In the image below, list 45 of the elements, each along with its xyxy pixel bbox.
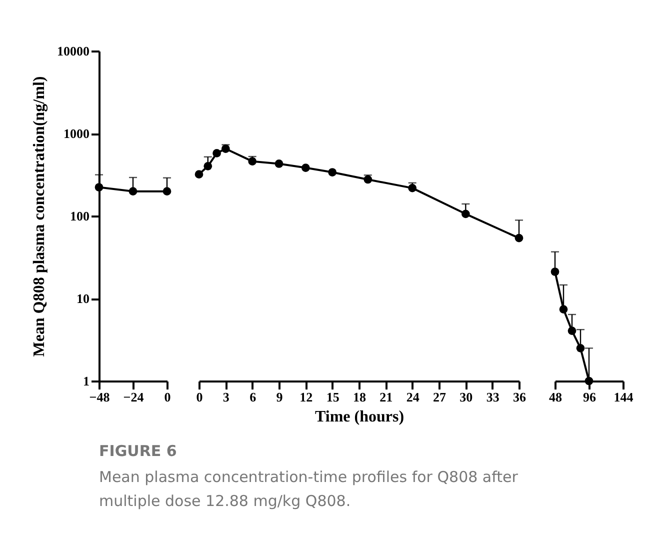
x-tick-label: 24 [406, 390, 420, 404]
point [408, 184, 417, 192]
text: Mean plasma concentration-time profiles for Q808 after multiple dose 12.88 mg/kg Q808. [99, 468, 519, 510]
x-tick-label: 96 [583, 390, 596, 404]
x-tick-label: 3 [222, 390, 230, 404]
point [212, 149, 221, 158]
x-tick-label: 36 [513, 390, 526, 404]
point [559, 305, 568, 314]
y-tick-label: 1 [83, 374, 90, 388]
caption: FIGURE 6 [99, 442, 177, 460]
point [221, 144, 230, 153]
x-tick-label: 0 [164, 390, 171, 404]
point [584, 376, 594, 386]
y-tick-label: 10 [76, 291, 90, 306]
x-tick-label: 18 [353, 390, 366, 404]
x-tick-label: 12 [300, 390, 313, 404]
point [461, 210, 470, 218]
x-tick-label: 144 [614, 390, 634, 404]
x-tick-label: 33 [486, 390, 500, 404]
x-tick-label: 0 [196, 390, 203, 404]
x-tick-label: 27 [433, 390, 446, 404]
point [194, 170, 204, 178]
point [248, 157, 257, 166]
y-tick-label: 1000 [64, 126, 90, 141]
point [204, 162, 212, 170]
x-tick-label: −24 [123, 390, 144, 404]
point [550, 268, 560, 276]
x-tick-label: 15 [326, 390, 340, 404]
point [364, 175, 372, 184]
x-tick-label: 9 [276, 390, 284, 404]
x-tick-label: 30 [460, 390, 473, 404]
point [514, 234, 524, 242]
x-axis-title: Time (hours) [314, 408, 404, 426]
x-tick-label: 6 [250, 390, 257, 404]
point [274, 160, 284, 168]
y-tick-label: 100 [70, 208, 90, 224]
x-tick-label: 48 [549, 390, 562, 404]
x-tick-label: −48 [89, 390, 110, 404]
point [328, 168, 337, 176]
x-tick-label: 21 [380, 390, 393, 404]
point [568, 326, 576, 335]
y-axis-title: Mean Q808 plasma concentration(ng/ml) [31, 76, 48, 357]
y-tick-label: 10000 [57, 44, 90, 58]
point [301, 164, 310, 172]
point [576, 344, 585, 352]
